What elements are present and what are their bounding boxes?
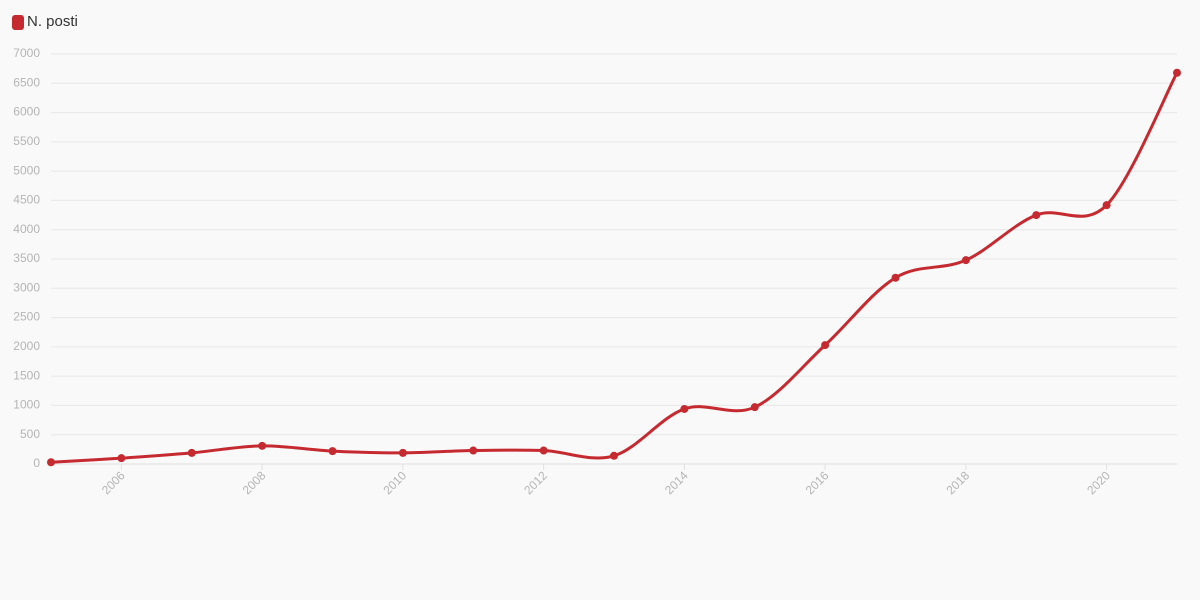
- y-tick-label: 7000: [13, 46, 40, 60]
- point: [1173, 68, 1181, 77]
- point: [47, 458, 55, 467]
- point: [821, 341, 830, 350]
- legend-label: N. posti: [27, 13, 78, 30]
- point: [328, 447, 337, 456]
- y-tick-label: 6000: [13, 105, 40, 119]
- point: [187, 448, 196, 457]
- point: [891, 273, 900, 282]
- point: [539, 446, 548, 455]
- x-tick-label: 2008: [240, 468, 269, 497]
- x-tick-label: 2014: [662, 468, 691, 497]
- point: [398, 448, 407, 457]
- y-tick-label: 4500: [13, 193, 40, 207]
- y-tick-label: 0: [33, 456, 40, 470]
- x-tick-label: 2006: [99, 468, 128, 497]
- y-tick-label: 5500: [13, 134, 40, 148]
- y-tick-label: 6500: [13, 75, 40, 89]
- point: [258, 441, 267, 450]
- point: [610, 451, 618, 460]
- y-tick-label: 2500: [13, 310, 40, 324]
- point: [750, 403, 759, 412]
- y-tick-label: 500: [20, 427, 40, 441]
- point: [469, 446, 478, 455]
- x-tick-label: 2010: [380, 468, 409, 497]
- point: [1102, 201, 1111, 210]
- point: [680, 404, 689, 413]
- y-tick-label: 3000: [13, 280, 40, 294]
- point: [117, 454, 126, 463]
- y-tick-label: 1000: [13, 398, 40, 412]
- y-tick-label: 4000: [13, 222, 40, 236]
- legend-swatch: [12, 15, 24, 30]
- x-tick-label: 2012: [521, 468, 550, 497]
- line: [50, 72, 1179, 464]
- point: [1032, 211, 1041, 220]
- x-tick-label: 2018: [943, 468, 972, 497]
- y-tick-label: 2000: [13, 339, 40, 353]
- y-tick-label: 3500: [13, 251, 40, 265]
- x-tick-label: 2016: [803, 468, 832, 497]
- x-tick-label: 2020: [1084, 468, 1113, 497]
- y-tick-label: 5000: [13, 163, 40, 177]
- point: [961, 256, 970, 265]
- y-tick-label: 1500: [13, 368, 40, 382]
